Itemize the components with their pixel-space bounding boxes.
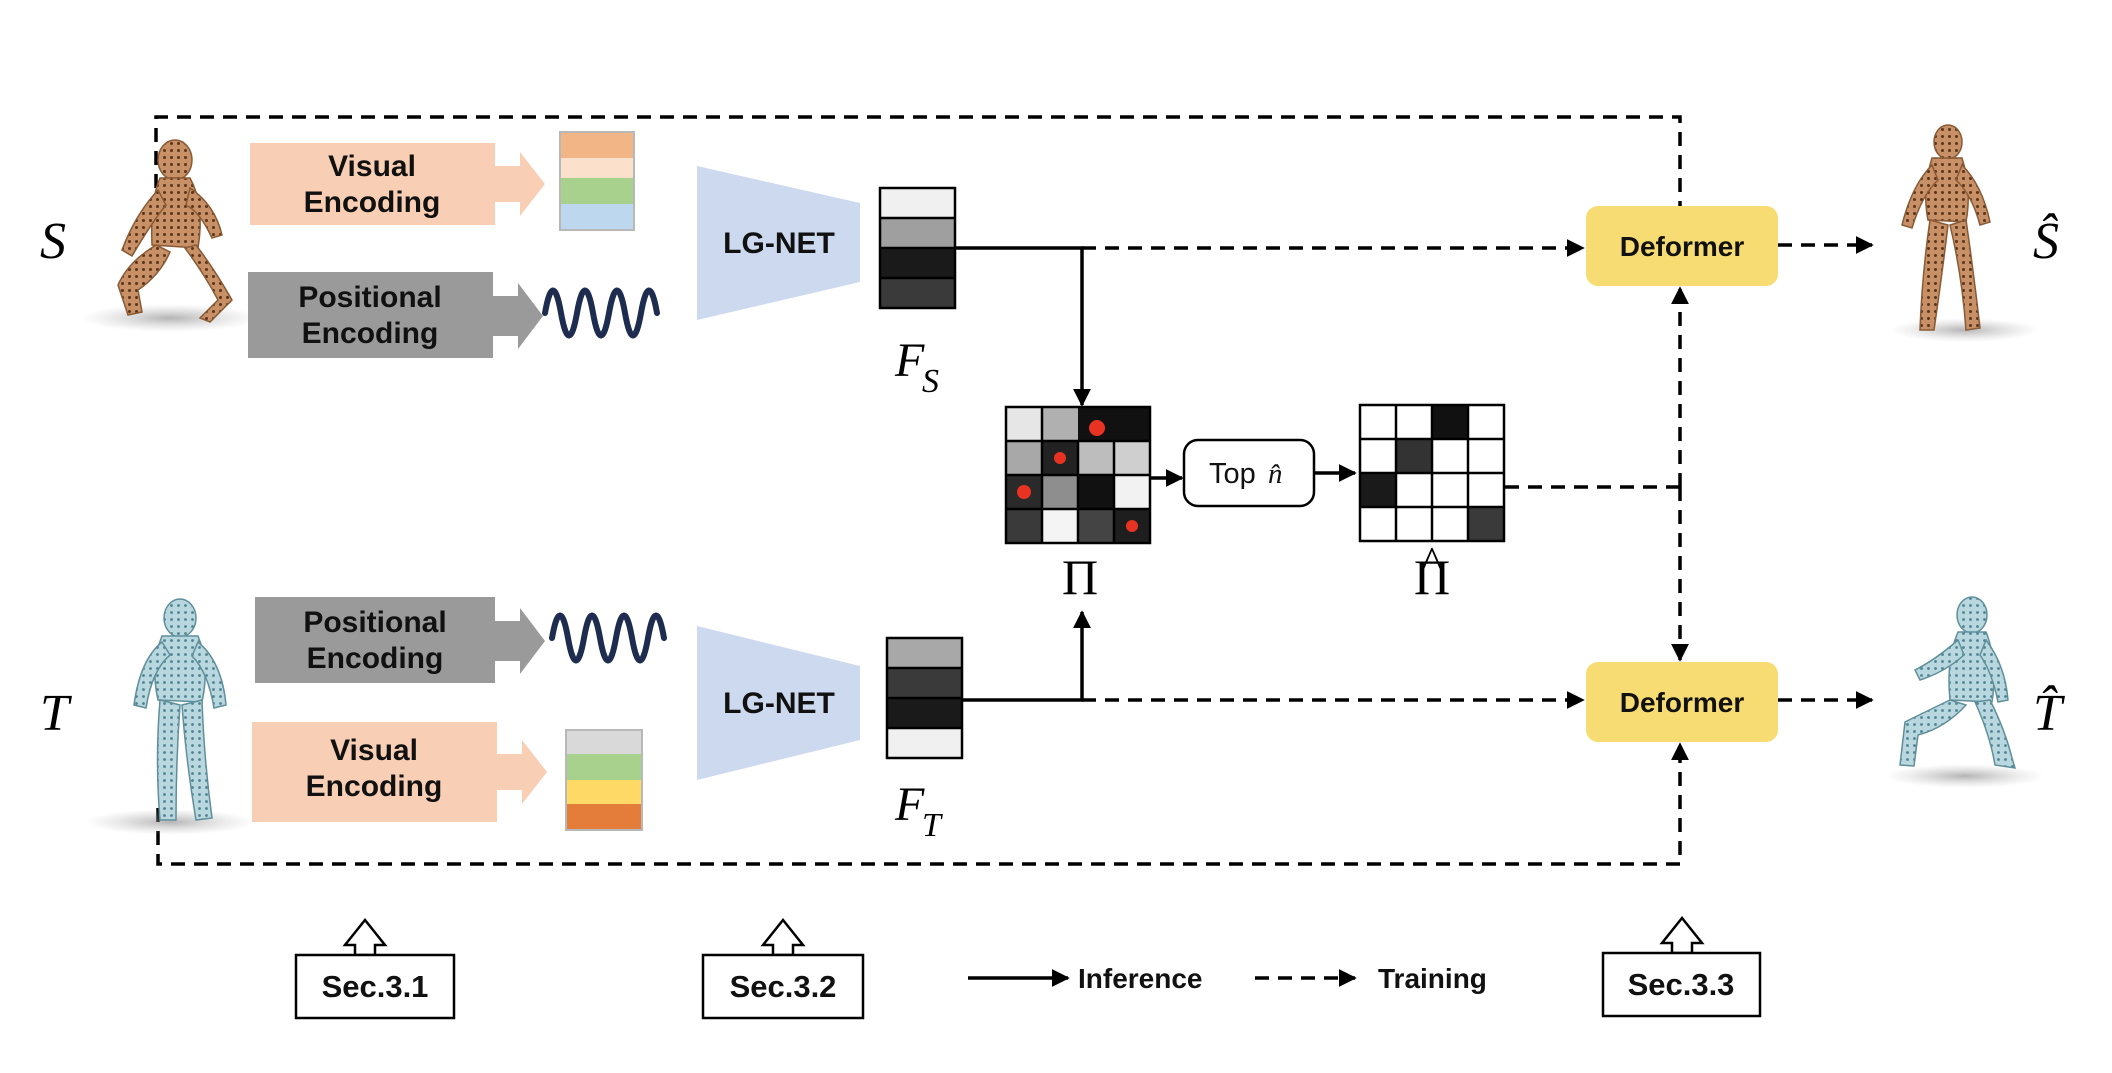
training-loop-top (154, 115, 1689, 228)
label-FT-main: F (894, 778, 925, 831)
deformer-top: Deformer (1586, 206, 1778, 286)
feature-vector-FT (885, 636, 964, 760)
top-n-prefix: Top (1209, 458, 1256, 490)
label-FT: F T (894, 778, 943, 844)
section-callout-3-3: Sec.3.3 (1601, 915, 1762, 1018)
feature-vector-FS (878, 186, 957, 310)
deformer-top-label: Deformer (1620, 231, 1745, 262)
lg-net-bottom: LG-NET (697, 626, 860, 780)
legend-inference-label: Inference (1078, 963, 1203, 994)
label-FT-sub: T (922, 807, 943, 844)
color-feature-stack-bottom (565, 729, 643, 831)
sine-wave-bottom (549, 612, 667, 664)
lg-net-top-label: LG-NET (723, 227, 835, 260)
visual-encoding-top-line2: Encoding (304, 186, 441, 219)
lg-net-bottom-label: LG-NET (723, 687, 835, 720)
label-Pi-hat: Π (1414, 549, 1450, 605)
section-callout-3-1: Sec.3.1 (294, 917, 456, 1020)
section-label-3-3: Sec.3.3 (1628, 967, 1735, 1002)
lg-net-top: LG-NET (697, 166, 860, 320)
section-callout-3-2: Sec.3.2 (701, 917, 865, 1020)
positional-encoding-block-top: Positional Encoding (248, 272, 543, 358)
training-arrows (1082, 236, 1874, 709)
sine-wave-top (542, 287, 660, 339)
section-label-3-1: Sec.3.1 (322, 969, 429, 1004)
legend: Inference Training (968, 963, 1487, 994)
label-S-hat: Ŝ (2033, 212, 2059, 270)
label-FS-sub: S (922, 363, 939, 400)
training-loop-bottom (156, 742, 1689, 866)
label-T: T (40, 685, 72, 742)
positional-encoding-top-line2: Encoding (302, 317, 439, 350)
positional-encoding-bottom-line2: Encoding (307, 642, 444, 675)
matrix-pi (1004, 405, 1152, 545)
label-S: S (40, 213, 66, 270)
target-mesh-figure (85, 598, 255, 835)
positional-encoding-top-line1: Positional (298, 281, 441, 314)
label-T-hat-text: T̂ (2033, 685, 2065, 742)
visual-encoding-top-line1: Visual (328, 150, 416, 183)
label-FS-main: F (894, 334, 925, 387)
output-mesh-T-hat (1885, 596, 2045, 788)
positional-encoding-bottom-line1: Positional (303, 606, 446, 639)
output-mesh-S-hat (1890, 124, 2040, 342)
visual-encoding-block-bottom: Visual Encoding (252, 722, 547, 822)
label-T-hat: T̂ (2033, 685, 2065, 742)
visual-encoding-bottom-line1: Visual (330, 734, 418, 767)
source-mesh-figure (80, 139, 260, 332)
visual-encoding-bottom-line2: Encoding (306, 770, 443, 803)
label-S-hat-text: Ŝ (2033, 212, 2059, 270)
deformer-bottom-label: Deformer (1620, 687, 1745, 718)
deformer-bottom: Deformer (1586, 662, 1778, 742)
matrix-pi-hat (1358, 403, 1506, 543)
section-label-3-2: Sec.3.2 (730, 969, 837, 1004)
label-FS: F S (894, 334, 939, 400)
top-n-box: Top n̂ (1182, 438, 1316, 508)
top-n-symbol: n̂ (1268, 458, 1283, 490)
label-Pi: Π (1062, 549, 1098, 605)
color-feature-stack-top (559, 131, 635, 231)
legend-training-label: Training (1378, 963, 1487, 994)
visual-encoding-block-top: Visual Encoding (250, 143, 545, 225)
label-Pi-hat-accent: ^ (1422, 538, 1443, 587)
positional-encoding-block-bottom: Positional Encoding (255, 597, 545, 683)
